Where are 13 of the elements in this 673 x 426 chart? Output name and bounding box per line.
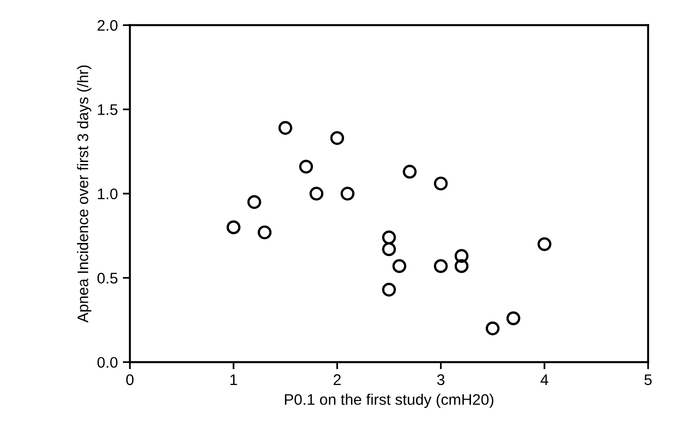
x-tick-label: 1 bbox=[230, 374, 238, 385]
y-tick-label: 1.5 bbox=[98, 104, 118, 116]
y-tick-label: 0.0 bbox=[97, 356, 118, 368]
y-tick-label: 1.0 bbox=[98, 188, 118, 200]
x-axis-title: P0.1 on the first study (cmH20) bbox=[284, 394, 494, 408]
x-tick-label: 4 bbox=[540, 374, 548, 385]
y-axis-title: Apnea Incidence over first 3 days (/hr) bbox=[77, 65, 92, 323]
x-tick-label: 3 bbox=[437, 374, 444, 386]
x-tick-label: 2 bbox=[334, 374, 341, 385]
x-tick-label: 0 bbox=[126, 374, 134, 386]
y-tick-label: 0.5 bbox=[97, 272, 118, 284]
x-tick-label: 5 bbox=[644, 374, 652, 386]
y-tick-label: 2.0 bbox=[98, 20, 118, 31]
